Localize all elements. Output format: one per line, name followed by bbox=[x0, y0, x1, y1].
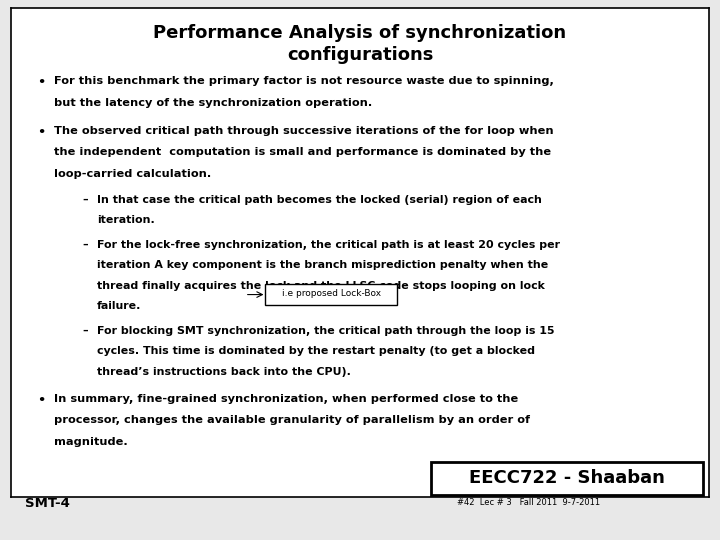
Text: EECC722 - Shaaban: EECC722 - Shaaban bbox=[469, 469, 665, 488]
Text: In summary, fine-grained synchronization, when performed close to the: In summary, fine-grained synchronization… bbox=[54, 394, 518, 404]
Text: •: • bbox=[37, 126, 45, 139]
Text: but the latency of the synchronization operation.: but the latency of the synchronization o… bbox=[54, 98, 372, 108]
Text: –: – bbox=[83, 194, 89, 205]
Text: SMT-4: SMT-4 bbox=[25, 497, 70, 510]
Text: –: – bbox=[83, 326, 89, 336]
Text: failure.: failure. bbox=[97, 301, 142, 312]
Text: •: • bbox=[37, 76, 45, 89]
Text: •: • bbox=[37, 394, 45, 407]
Text: iteration A key component is the branch misprediction penalty when the: iteration A key component is the branch … bbox=[97, 260, 549, 271]
Text: In that case the critical path becomes the locked (serial) region of each: In that case the critical path becomes t… bbox=[97, 194, 542, 205]
Text: Performance Analysis of synchronization: Performance Analysis of synchronization bbox=[153, 24, 567, 42]
Text: iteration.: iteration. bbox=[97, 215, 155, 225]
Text: processor, changes the available granularity of parallelism by an order of: processor, changes the available granula… bbox=[54, 415, 530, 425]
Text: The observed critical path through successive iterations of the for loop when: The observed critical path through succe… bbox=[54, 126, 554, 136]
Text: configurations: configurations bbox=[287, 46, 433, 64]
Text: the independent  computation is small and performance is dominated by the: the independent computation is small and… bbox=[54, 147, 551, 158]
Text: i.e proposed Lock-Box: i.e proposed Lock-Box bbox=[282, 289, 381, 298]
Text: loop-carried calculation.: loop-carried calculation. bbox=[54, 169, 211, 179]
Text: For this benchmark the primary factor is not resource waste due to spinning,: For this benchmark the primary factor is… bbox=[54, 76, 554, 86]
Text: –: – bbox=[83, 240, 89, 250]
Text: magnitude.: magnitude. bbox=[54, 437, 127, 447]
Text: For blocking SMT synchronization, the critical path through the loop is 15: For blocking SMT synchronization, the cr… bbox=[97, 326, 554, 336]
Text: For the lock-free synchronization, the critical path is at least 20 cycles per: For the lock-free synchronization, the c… bbox=[97, 240, 560, 250]
Text: thread finally acquires the lock and the LLSC code stops looping on lock: thread finally acquires the lock and the… bbox=[97, 281, 545, 291]
Text: #42  Lec # 3   Fall 2011  9-7-2011: #42 Lec # 3 Fall 2011 9-7-2011 bbox=[457, 497, 600, 507]
Text: thread’s instructions back into the CPU).: thread’s instructions back into the CPU)… bbox=[97, 367, 351, 377]
Text: cycles. This time is dominated by the restart penalty (to get a blocked: cycles. This time is dominated by the re… bbox=[97, 347, 535, 356]
